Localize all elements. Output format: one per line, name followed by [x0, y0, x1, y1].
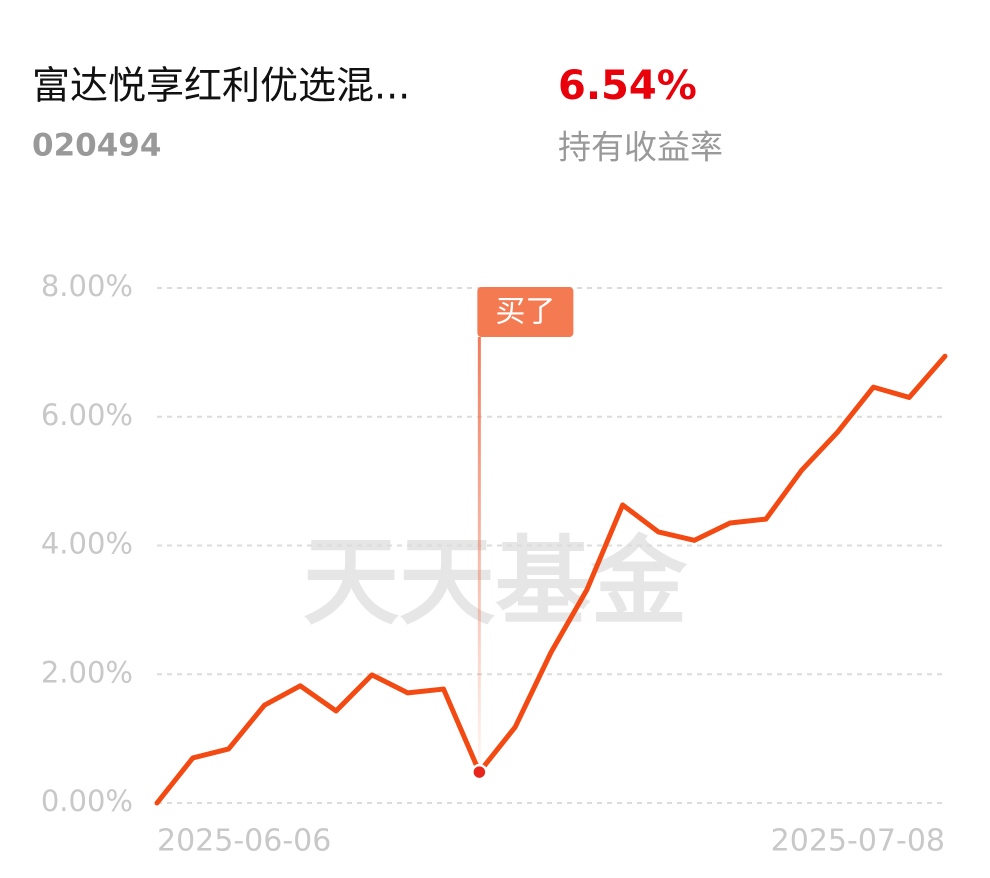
- y-tick-label: 0.00%: [41, 784, 133, 818]
- x-tick-label: 2025-06-06: [157, 824, 331, 859]
- holding-return-label: 持有收益率: [558, 128, 723, 167]
- buy-line: [477, 337, 481, 773]
- x-tick-label: 2025-07-08: [771, 824, 945, 859]
- fund-title: 富达悦享红利优选混...: [32, 64, 410, 108]
- line: [154, 353, 948, 806]
- y-tick-label: 8.00%: [41, 269, 133, 303]
- fund-code: 020494: [32, 128, 161, 164]
- y-tick-label: 6.00%: [41, 398, 133, 432]
- y-tick-label: 2.00%: [41, 655, 133, 689]
- buy-point: [471, 763, 488, 781]
- buy-tag: [477, 287, 574, 337]
- watermark: 天天基金: [303, 525, 688, 638]
- y-tick-label: 4.00%: [41, 527, 133, 561]
- buy-tag-text: 买了: [495, 295, 555, 330]
- holding-return: 6.54%: [558, 63, 697, 109]
